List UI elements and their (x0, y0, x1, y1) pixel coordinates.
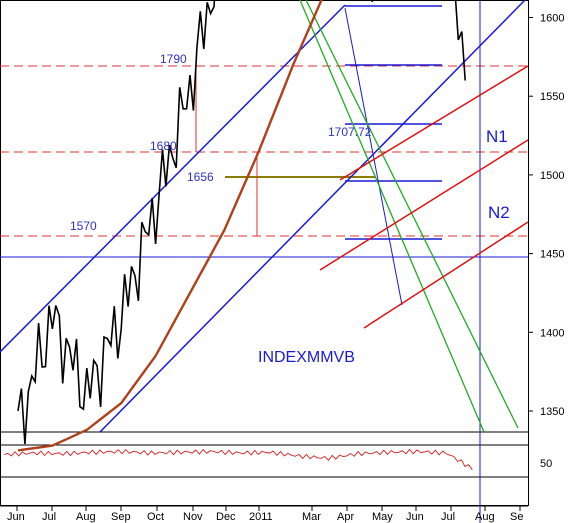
red-channel-low (363, 221, 529, 329)
level-label-1680: 1680 (150, 139, 177, 153)
annotation-price: 1707.72 (328, 125, 372, 139)
x-axis: Jun Jul Aug Sep Oct Nov Dec 2011 Mar Apr May Jun Jul… (7, 506, 523, 523)
y-tick-label: 1450 (540, 249, 564, 261)
red-channel-top (339, 65, 529, 181)
y-tick-label: 1550 (540, 91, 564, 103)
annotation-n1: N1 (486, 127, 508, 146)
annotation-n2: N2 (488, 203, 510, 222)
series-layer (17, 0, 466, 452)
channel-lower (99, 0, 526, 433)
downtrend-upper (305, 0, 519, 429)
moving-average-line (17, 0, 323, 452)
x-tick-label: Aug (76, 511, 96, 523)
x-tick-label: Nov (183, 511, 203, 523)
red-channel-mid (319, 139, 529, 271)
level-label-1570: 1570 (70, 219, 97, 233)
oscillator-tick-label: 50 (540, 458, 552, 470)
level-label-1656: 1656 (187, 170, 214, 184)
level-label-1790: 1790 (160, 52, 187, 66)
downtrend-lower (299, 0, 485, 433)
x-tick-label: 2011 (249, 511, 273, 523)
y-tick-label: 1500 (540, 170, 564, 182)
x-tick-label: Jun (406, 511, 424, 523)
x-tick-label: Apr (337, 511, 354, 523)
projection-line (344, 7, 403, 306)
x-tick-label: Jul (441, 511, 455, 523)
x-tick-label: Dec (216, 511, 236, 523)
x-tick-label: Jul (42, 511, 56, 523)
x-tick-label: Se (510, 511, 523, 523)
channel-upper (0, 4, 346, 353)
x-tick-label: Jun (7, 511, 25, 523)
y-tick-label: 1400 (540, 327, 564, 339)
chart-title: INDEXMMVB (258, 349, 355, 366)
y-tick-label: 1600 (540, 13, 564, 25)
x-tick-label: Mar (302, 511, 321, 523)
x-tick-label: May (372, 511, 393, 523)
y-tick-label: 1350 (540, 406, 564, 418)
oscillator-layer (3, 448, 473, 471)
y-axis: 1350140014501500155016001650170017501800… (528, 13, 564, 418)
x-tick-label: Oct (147, 511, 164, 523)
x-tick-label: Aug (475, 511, 495, 523)
price-series-line (17, 0, 466, 445)
x-tick-label: Sep (111, 511, 131, 523)
oscillator-line (3, 448, 473, 471)
